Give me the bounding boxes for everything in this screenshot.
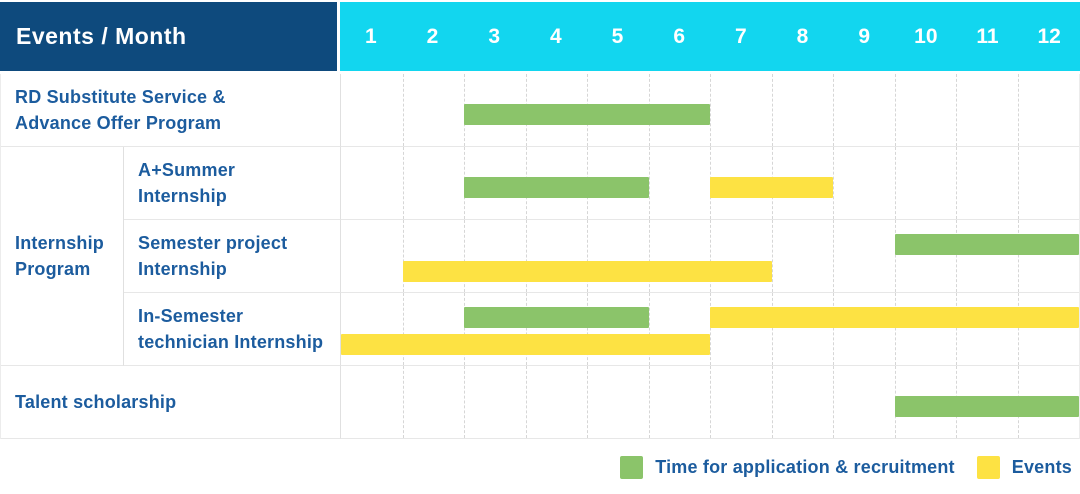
- month-gridline: [894, 293, 896, 365]
- month-gridline: [648, 220, 650, 292]
- legend-item-events: Events: [976, 456, 1072, 479]
- table-body: RD Substitute Service & Advance Offer Pr…: [0, 74, 1080, 439]
- month-gridline: [710, 366, 711, 438]
- event-period-bar: [402, 261, 772, 282]
- timeline-row-semester-project-internship: [341, 220, 1079, 293]
- month-gridline: [894, 74, 896, 146]
- month-gridline: [833, 147, 834, 219]
- legend-item-application: Time for application & recruitment: [620, 456, 955, 479]
- month-gridline: [648, 147, 650, 219]
- month-header-strip: 1 2 3 4 5 6 7 8 9 10 11 12: [340, 2, 1080, 71]
- timeline-row-rd-substitute-service: [341, 74, 1079, 147]
- month-gridline: [894, 220, 896, 292]
- month-gridline: [710, 220, 711, 292]
- application-green-swatch-icon: [620, 456, 644, 479]
- month-gridline: [402, 220, 404, 292]
- event-period-bar: [710, 177, 833, 198]
- month-gridline: [648, 293, 650, 365]
- month-gridline: [771, 366, 773, 438]
- row-label-rd-substitute-service: RD Substitute Service & Advance Offer Pr…: [1, 74, 341, 147]
- month-gridline: [587, 293, 588, 365]
- month-gridline: [710, 293, 711, 365]
- month-gridline: [402, 74, 404, 146]
- month-header-7: 7: [734, 24, 747, 48]
- month-gridline: [1017, 220, 1019, 292]
- legend-application-label: Time for application & recruitment: [655, 457, 955, 477]
- row-label-talent-scholarship: Talent scholarship: [1, 366, 341, 439]
- month-header-1: 1: [364, 24, 377, 48]
- month-gridline: [525, 366, 527, 438]
- month-header-6: 6: [673, 24, 685, 48]
- timeline-row-in-semester-technician-internship: [341, 293, 1079, 366]
- month-gridline: [1017, 293, 1019, 365]
- month-gridline: [833, 220, 834, 292]
- month-gridline: [648, 366, 650, 438]
- application-period-bar: [894, 234, 1079, 255]
- month-gridline: [956, 147, 957, 219]
- month-gridline: [956, 220, 957, 292]
- chart-legend: Time for application & recruitment Event…: [0, 441, 1080, 494]
- events-yellow-swatch-icon: [976, 456, 1000, 479]
- legend-events-label: Events: [1011, 457, 1072, 477]
- month-gridline: [956, 74, 957, 146]
- month-gridline: [1017, 74, 1019, 146]
- month-header-5: 5: [611, 24, 624, 48]
- row-label-in-semester-technician-internship: In-Semester technician Internship: [124, 293, 341, 366]
- month-gridline: [525, 293, 527, 365]
- application-period-bar: [894, 396, 1079, 417]
- month-gridline: [402, 366, 404, 438]
- application-period-bar: [464, 307, 649, 328]
- month-header-12: 12: [1037, 24, 1061, 48]
- month-gridline: [833, 293, 834, 365]
- month-gridline: [894, 147, 896, 219]
- row-label-semester-project-internship: Semester project Internship: [124, 220, 341, 293]
- month-gridline: [587, 220, 588, 292]
- month-gridline: [587, 366, 588, 438]
- group-label-internship-program: Internship Program: [1, 147, 124, 366]
- month-header-2: 2: [426, 24, 439, 48]
- timeline-row-talent-scholarship: [341, 366, 1079, 439]
- events-month-header-cell: Events / Month: [0, 2, 340, 71]
- month-header-10: 10: [914, 24, 938, 48]
- month-gridline: [464, 366, 465, 438]
- month-gridline: [525, 220, 527, 292]
- event-period-bar: [710, 307, 1079, 328]
- month-gridline: [771, 220, 773, 292]
- month-header-4: 4: [549, 24, 562, 48]
- month-header-11: 11: [976, 24, 999, 48]
- timeline-row-a-plus-summer-internship: [341, 147, 1079, 220]
- month-header-8: 8: [796, 24, 809, 48]
- month-gridline: [464, 293, 465, 365]
- event-period-bar: [341, 334, 710, 355]
- month-gridline: [956, 293, 957, 365]
- month-header-9: 9: [858, 24, 870, 48]
- month-gridline: [771, 74, 773, 146]
- month-gridline: [771, 293, 773, 365]
- month-gridline: [833, 74, 834, 146]
- month-gridline: [402, 293, 404, 365]
- events-month-table: Events / Month 1 2 3 4 5 6 7 8 9 10 11 1…: [0, 2, 1080, 439]
- application-period-bar: [464, 104, 710, 125]
- month-gridline: [833, 366, 834, 438]
- month-gridline: [402, 147, 404, 219]
- month-gridline: [464, 220, 465, 292]
- month-gridline: [1017, 147, 1019, 219]
- application-period-bar: [464, 177, 649, 198]
- month-header-3: 3: [488, 24, 500, 48]
- month-gridline: [710, 74, 711, 146]
- table-header-row: Events / Month 1 2 3 4 5 6 7 8 9 10 11 1…: [0, 2, 1080, 74]
- row-label-a-plus-summer-internship: A+Summer Internship: [124, 147, 341, 220]
